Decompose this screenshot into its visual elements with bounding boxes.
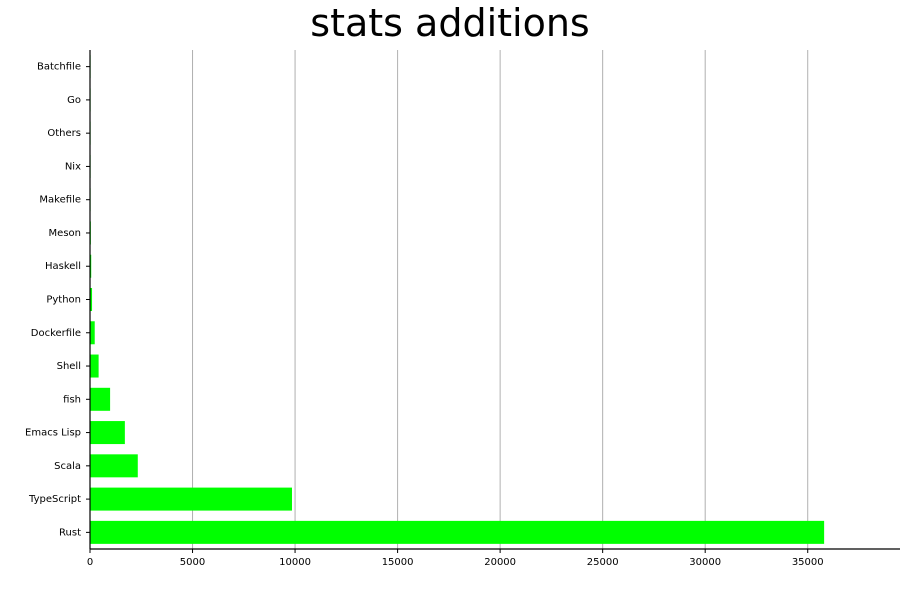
x-tick-label: 30000 <box>689 557 721 568</box>
y-tick-label: Dockerfile <box>31 328 81 339</box>
bar <box>90 288 93 311</box>
grid-lines <box>192 50 809 549</box>
y-tick-label: Go <box>67 95 81 106</box>
x-tick-label: 0 <box>87 557 93 568</box>
y-tick-label: TypeScript <box>28 494 81 505</box>
bar <box>90 321 95 345</box>
y-tick-label: Emacs Lisp <box>25 428 81 439</box>
y-tick-label: Rust <box>59 527 81 538</box>
y-tick-label: Python <box>46 295 81 306</box>
y-tick-label: Batchfile <box>37 62 81 73</box>
bar <box>90 487 292 511</box>
bar <box>90 421 125 445</box>
bar <box>90 254 92 278</box>
x-tick-label: 35000 <box>792 557 824 568</box>
bar <box>90 454 138 478</box>
x-tick-label: 20000 <box>484 557 516 568</box>
y-tick-label: Scala <box>54 461 81 472</box>
y-tick-label: Meson <box>49 228 81 239</box>
bars <box>90 55 825 544</box>
y-tick-label: Shell <box>57 361 81 372</box>
y-tick-label: fish <box>63 394 81 405</box>
y-tick-label: Nix <box>65 161 81 172</box>
x-tick-label: 15000 <box>382 557 414 568</box>
x-tick-label: 10000 <box>279 557 311 568</box>
x-tick-label: 5000 <box>180 557 205 568</box>
y-tick-label: Makefile <box>39 195 81 206</box>
x-tick-label: 25000 <box>587 557 619 568</box>
axes <box>86 50 900 553</box>
tick-labels: Rust TypeScript Scala Emacs Lisp fish Shell Do… <box>25 62 824 568</box>
bar <box>90 520 825 544</box>
y-tick-label: Haskell <box>45 261 81 272</box>
bar <box>90 354 99 378</box>
chart-title: stats additions <box>310 1 590 45</box>
y-tick-label: Others <box>47 128 81 139</box>
bar <box>90 387 111 411</box>
